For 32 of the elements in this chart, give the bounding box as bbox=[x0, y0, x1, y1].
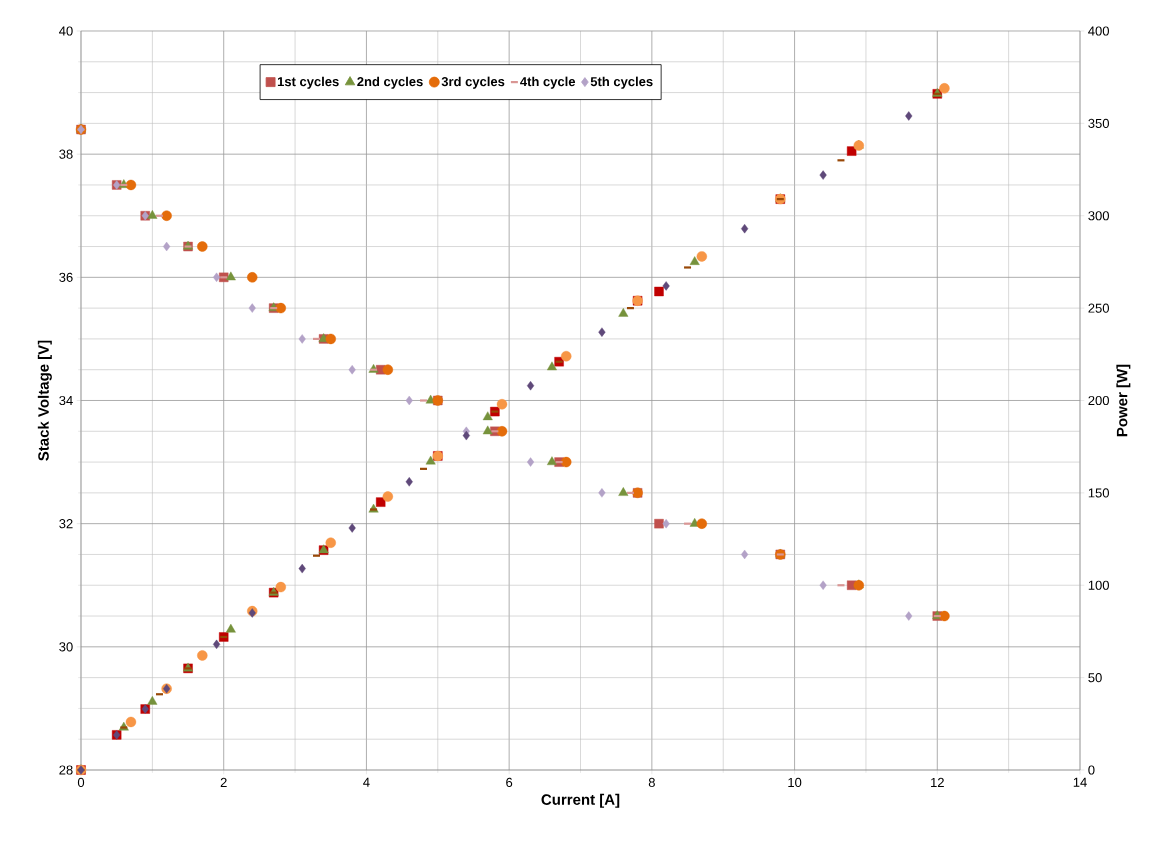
legend-label: 3rd cycles bbox=[441, 76, 505, 89]
legend-label: 2nd cycles bbox=[357, 76, 423, 89]
x-axis-title: Current [A] bbox=[541, 793, 620, 808]
y-tick-label: 36 bbox=[59, 272, 73, 282]
y2-tick-label: 150 bbox=[1088, 488, 1109, 498]
y2-tick-label: 0 bbox=[1088, 765, 1095, 775]
x-tick-label: 4 bbox=[363, 777, 370, 787]
y-tick-label: 32 bbox=[59, 519, 73, 529]
y-tick-label: 28 bbox=[59, 765, 73, 775]
x-tick-label: 6 bbox=[506, 777, 513, 787]
y2-tick-label: 250 bbox=[1088, 303, 1109, 313]
y2-tick-label: 200 bbox=[1088, 395, 1109, 406]
x-tick-label: 0 bbox=[77, 777, 85, 787]
legend-label: 5th cycles bbox=[590, 76, 653, 89]
x-tick-label: 8 bbox=[648, 777, 655, 787]
y-tick-label: 40 bbox=[59, 26, 73, 36]
y2-tick-label: 350 bbox=[1088, 118, 1109, 128]
legend-label: 1st cycles bbox=[277, 76, 339, 89]
y2-tick-label: 50 bbox=[1088, 673, 1102, 683]
legend-label: 4th cycle bbox=[520, 76, 576, 89]
y-axis-title: Stack Voltage [V] bbox=[37, 340, 52, 461]
y2-tick-label: 300 bbox=[1088, 211, 1109, 221]
y2-axis-title: Power [W] bbox=[1116, 364, 1131, 437]
x-tick-label: 10 bbox=[788, 777, 802, 787]
y-tick-label: 30 bbox=[59, 642, 73, 652]
x-tick-label: 14 bbox=[1073, 777, 1087, 787]
y2-tick-label: 100 bbox=[1088, 580, 1109, 590]
y2-tick-label: 400 bbox=[1088, 26, 1109, 36]
y-tick-label: 34 bbox=[59, 395, 73, 406]
y-tick-label: 38 bbox=[59, 149, 73, 159]
x-tick-label: 2 bbox=[220, 777, 227, 787]
x-tick-label: 12 bbox=[931, 777, 944, 787]
